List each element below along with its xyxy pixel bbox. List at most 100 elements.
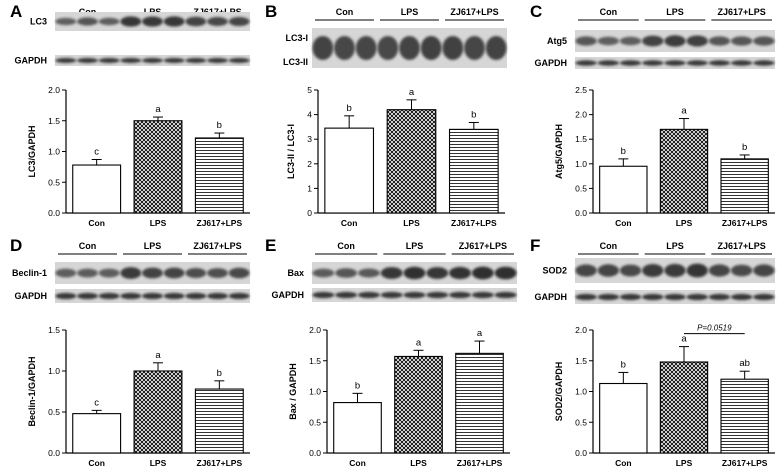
blot-band bbox=[120, 267, 142, 279]
blot-band bbox=[642, 293, 664, 301]
blot-band bbox=[664, 35, 686, 47]
significance-letter: a bbox=[409, 87, 415, 98]
blot-band bbox=[708, 36, 731, 46]
blot-band bbox=[575, 264, 597, 277]
significance-letter: b bbox=[355, 380, 360, 391]
blot-band bbox=[207, 58, 228, 63]
blot-band bbox=[642, 60, 664, 66]
blot-band bbox=[619, 293, 642, 301]
blot-band bbox=[471, 266, 494, 280]
blot-group-label: Con bbox=[337, 241, 355, 251]
blot-band bbox=[120, 16, 142, 27]
blot-band bbox=[426, 267, 449, 279]
blot-band bbox=[185, 267, 207, 279]
blot-band bbox=[163, 292, 185, 300]
blot-band bbox=[77, 268, 98, 278]
panel-d: D Con LPS ZJ617+LPS Beclin-1 GAPDH 0.0 0.5 1.0 1.… bbox=[10, 236, 250, 466]
blot-row-label: SOD2 bbox=[542, 266, 567, 276]
blot-band bbox=[642, 35, 664, 47]
blot-band bbox=[185, 292, 207, 300]
blot-group-label: LPS bbox=[666, 241, 684, 251]
x-category-label: LPS bbox=[403, 218, 420, 228]
blot-band bbox=[708, 293, 731, 301]
y-tick-label: 5 bbox=[307, 85, 312, 95]
blot-row-label: Beclin-1 bbox=[12, 268, 47, 278]
blot-band bbox=[377, 36, 399, 60]
x-category-label: LPS bbox=[150, 458, 167, 466]
y-tick-label: 1.0 bbox=[575, 387, 587, 397]
x-category-label: LPS bbox=[676, 218, 693, 228]
y-axis-title: SOD2/GAPDH bbox=[554, 362, 564, 422]
bar bbox=[133, 370, 183, 454]
blot-band bbox=[686, 35, 708, 47]
blot-band bbox=[597, 60, 619, 66]
blot-band bbox=[449, 266, 471, 280]
blot-row-label: Atg5 bbox=[547, 36, 567, 46]
y-tick-label: 2 bbox=[307, 159, 312, 169]
blot-band bbox=[77, 58, 98, 63]
blot-band bbox=[55, 17, 77, 26]
blot-band bbox=[55, 268, 77, 278]
x-category-label: Con bbox=[88, 218, 105, 228]
blot-band bbox=[142, 16, 163, 27]
panel-letter: D bbox=[10, 236, 22, 255]
blot-group-label: Con bbox=[600, 7, 618, 17]
blot-band bbox=[312, 36, 334, 60]
bar bbox=[599, 165, 648, 214]
y-tick-label: 0.5 bbox=[48, 177, 60, 187]
bar bbox=[720, 158, 769, 214]
bar bbox=[394, 355, 443, 454]
y-tick-label: 1.5 bbox=[48, 325, 60, 335]
bar bbox=[333, 402, 382, 454]
bar bbox=[194, 137, 244, 214]
x-category-label: LPS bbox=[410, 458, 427, 466]
y-tick-label: 2.0 bbox=[48, 85, 60, 95]
y-tick-label: 1.5 bbox=[575, 356, 587, 366]
blot-band bbox=[686, 293, 708, 301]
panel-letter: E bbox=[265, 236, 276, 255]
blot-group-label: LPS bbox=[401, 7, 419, 17]
blot-band bbox=[686, 60, 708, 66]
blot-band bbox=[358, 268, 380, 278]
significance-letter: b bbox=[347, 103, 352, 114]
blot-group-label: ZJ617+LPS bbox=[459, 241, 507, 251]
y-tick-label: 0.0 bbox=[309, 448, 321, 458]
blot-band bbox=[399, 36, 420, 60]
bar bbox=[386, 109, 437, 214]
y-axis-title: Atg5/GAPDH bbox=[554, 124, 564, 179]
blot-band bbox=[207, 268, 228, 278]
blot-band bbox=[185, 58, 207, 63]
blot-band bbox=[228, 58, 250, 63]
significance-letter: c bbox=[94, 397, 99, 408]
y-tick-label: 2.0 bbox=[575, 325, 587, 335]
y-tick-label: 1 bbox=[307, 183, 312, 193]
panel-letter: C bbox=[530, 2, 542, 21]
blot-band bbox=[228, 292, 250, 300]
y-tick-label: 2.0 bbox=[575, 110, 587, 120]
blot-row-label: Bax bbox=[287, 268, 304, 278]
y-tick-label: 1.0 bbox=[48, 366, 60, 376]
blot-band bbox=[753, 36, 775, 46]
blot-band bbox=[619, 36, 642, 46]
panel-a: A Con LPS ZJ617+LPS LC3 GAPDH 0.0 0.5 1.0 1.5 2.0 L… bbox=[10, 2, 250, 228]
blot-band bbox=[163, 16, 185, 27]
y-tick-label: 0.0 bbox=[575, 208, 587, 218]
y-tick-label: 1.5 bbox=[48, 116, 60, 126]
x-category-label: ZJ617+LPS bbox=[197, 218, 243, 228]
blot-band bbox=[403, 291, 426, 299]
blot-band bbox=[358, 291, 380, 299]
blot-row-label: GAPDH bbox=[271, 290, 304, 300]
blot-band bbox=[442, 36, 464, 60]
blot-band bbox=[753, 60, 775, 66]
y-tick-label: 1.0 bbox=[575, 159, 587, 169]
y-axis-title: LC3-II / LC3-I bbox=[286, 124, 296, 179]
blot-band bbox=[664, 60, 686, 66]
bar bbox=[659, 361, 709, 454]
y-tick-label: 3 bbox=[307, 134, 312, 144]
blot-band bbox=[420, 36, 442, 60]
blot-row-label: LC3 bbox=[30, 17, 47, 27]
blot-group-label: LPS bbox=[666, 7, 684, 17]
blot-group-label: ZJ617+LPS bbox=[718, 241, 766, 251]
blot-group-label: LPS bbox=[406, 241, 424, 251]
blot-band bbox=[575, 60, 597, 66]
